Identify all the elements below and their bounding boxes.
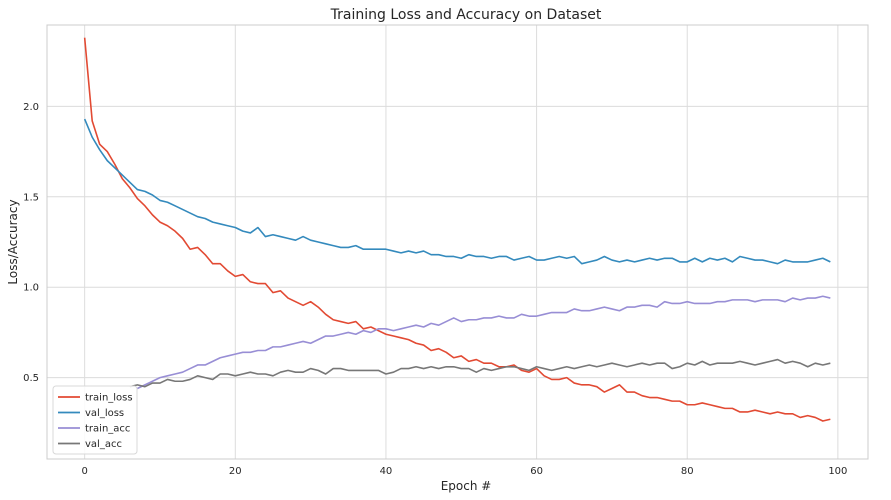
x-tick-label: 0 (81, 466, 87, 477)
x-tick-label: 80 (681, 466, 694, 477)
series-line-val-loss (83, 118, 831, 265)
grid-lines (47, 25, 868, 459)
y-tick-label: 2.0 (23, 102, 39, 113)
x-axis-label: Epoch # (441, 479, 492, 493)
series-lines (83, 37, 831, 422)
x-tick-label: 100 (828, 466, 847, 477)
legend-box (52, 385, 138, 455)
x-tick-label: 40 (380, 466, 393, 477)
legend-label: val_loss (85, 408, 124, 419)
series-line-train-acc (137, 295, 831, 390)
legend-label: val_acc (85, 439, 122, 450)
y-tick-label: 1.0 (23, 283, 39, 294)
legend-label: train_acc (85, 424, 130, 435)
x-tick-label: 60 (530, 466, 543, 477)
legend: train_loss val_loss train_acc val_acc (52, 385, 138, 455)
x-tick-label: 20 (229, 466, 242, 477)
legend-label: train_loss (85, 393, 133, 404)
legend-item-val-acc: val_acc (58, 439, 122, 450)
y-axis-label: Loss/Accuracy (6, 199, 20, 284)
legend-item-train-loss: train_loss (58, 393, 133, 404)
legend-item-val-loss: val_loss (58, 408, 124, 419)
tick-labels: 0 20 40 60 80 100 0.5 1.0 1.5 2.0 (23, 102, 847, 477)
y-tick-label: 1.5 (23, 192, 39, 203)
legend-item-train-acc: train_acc (58, 424, 130, 435)
y-tick-label: 0.5 (23, 373, 39, 384)
series-line-val-acc (129, 358, 831, 388)
plot-area-frame (46, 24, 869, 460)
series-line-train-loss (83, 37, 831, 422)
chart-title: Training Loss and Accuracy on Dataset (330, 7, 602, 23)
